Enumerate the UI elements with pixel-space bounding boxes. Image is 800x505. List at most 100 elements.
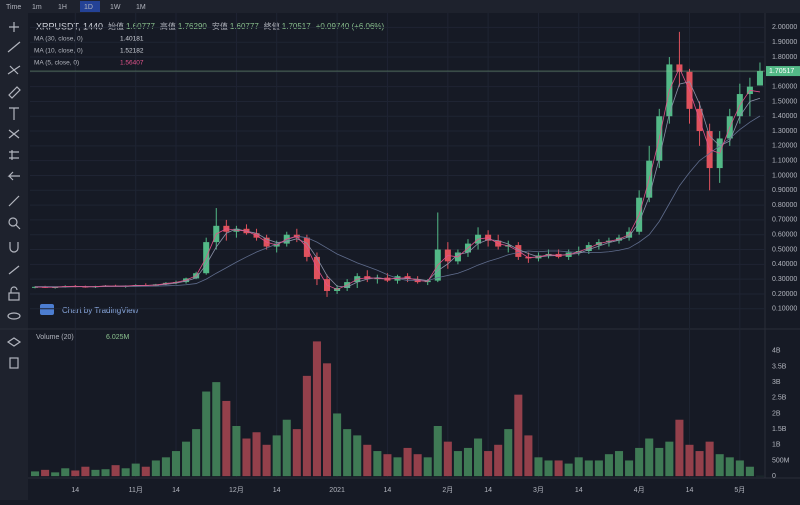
volume-bar (293, 429, 301, 476)
ohlc-label: 始值 (108, 21, 124, 31)
volume-bar (71, 470, 79, 476)
volume-bar (222, 401, 230, 476)
volume-bar (534, 457, 542, 476)
ma-legend: MA (30, close, 0) (34, 36, 83, 43)
volume-bar (595, 460, 603, 476)
volume-bar (615, 451, 623, 476)
candle-body (757, 71, 763, 85)
y-tick-label: 1.60000 (772, 83, 797, 90)
ma-legend-value: 1.56407 (120, 60, 144, 67)
volume-bar (343, 429, 351, 476)
volume-bar (514, 395, 522, 476)
volume-bar (383, 454, 391, 476)
x-tick-label: 2021 (329, 487, 345, 494)
interval-button[interactable]: Time (6, 4, 21, 11)
volume-bar (202, 392, 210, 477)
volume-bar (524, 435, 532, 476)
y-tick-label: 1.30000 (772, 128, 797, 135)
volume-bar (716, 454, 724, 476)
volume-bar (242, 439, 250, 477)
volume-bar (494, 445, 502, 476)
volume-bar (192, 429, 200, 476)
y-tick-label: 2.5B (772, 395, 787, 402)
volume-bar (454, 451, 462, 476)
volume-bar (112, 465, 120, 476)
x-tick-label: 2月 (442, 486, 453, 494)
y-tick-label: 0 (772, 473, 776, 480)
interval-button[interactable]: 1m (32, 4, 42, 11)
volume-bar (273, 435, 281, 476)
y-tick-label: 1.00000 (772, 172, 797, 179)
volume-bar (283, 420, 291, 476)
y-tick-label: 2.00000 (772, 24, 797, 31)
volume-last: 6.025M (106, 334, 130, 341)
y-tick-label: 0.30000 (772, 276, 797, 283)
interval-button[interactable]: 1D (84, 4, 93, 11)
volume-bar (333, 413, 341, 476)
ohlc-label: 安值 (212, 21, 228, 31)
y-tick-label: 1.80000 (772, 54, 797, 61)
volume-bar (555, 460, 563, 476)
volume-bar (101, 469, 109, 476)
volume-bar (665, 442, 673, 476)
volume-bar (404, 448, 412, 476)
y-tick-label: 1.50000 (772, 98, 797, 105)
ohlc-value: 1.60777 (230, 22, 259, 31)
y-tick-label: 0.60000 (772, 232, 797, 239)
last-price-label: 1.70517 (769, 68, 794, 75)
volume-bar (655, 448, 663, 476)
volume-bar (675, 420, 683, 476)
y-tick-label: 3B (772, 379, 781, 386)
ma-legend-value: 1.52182 (120, 48, 144, 55)
volume-bar (323, 363, 331, 476)
volume-bar (575, 457, 583, 476)
y-tick-label: 2B (772, 410, 781, 417)
interval-button[interactable]: 1H (58, 4, 67, 11)
volume-bar (122, 468, 130, 476)
volume-bar (142, 467, 150, 476)
volume-bar (685, 445, 693, 476)
volume-bar (162, 457, 170, 476)
volume-bar (31, 471, 39, 476)
volume-bar (81, 467, 89, 476)
x-tick-label: 12月 (229, 486, 244, 494)
y-tick-label: 1.20000 (772, 143, 797, 150)
y-tick-label: 1.10000 (772, 158, 797, 165)
volume-bar (152, 460, 160, 476)
volume-bar (605, 454, 613, 476)
ma-legend: MA (5, close, 0) (34, 60, 79, 67)
volume-bar (464, 448, 472, 476)
x-tick-label: 14 (575, 487, 583, 494)
watermark-text: Chart by TradingView (62, 306, 139, 315)
x-tick-label: 14 (71, 487, 79, 494)
x-tick-label: 14 (172, 487, 180, 494)
ohlc-value: 1.60777 (126, 22, 155, 31)
volume-bar (363, 445, 371, 476)
volume-bar (474, 439, 482, 477)
volume-bar (414, 454, 422, 476)
ohlc-value: 1.70517 (282, 22, 311, 31)
volume-bar (706, 442, 714, 476)
volume-bar (303, 376, 311, 476)
ma-legend-value: 1.40181 (120, 36, 144, 43)
x-tick-label: 4月 (634, 486, 645, 494)
volume-bar (504, 429, 512, 476)
volume-bar (545, 460, 553, 476)
ohlc-label: 終値 (264, 21, 280, 31)
y-tick-label: 1.5B (772, 426, 787, 433)
volume-bar (696, 451, 704, 476)
y-tick-label: 1B (772, 442, 781, 449)
y-tick-label: 1.40000 (772, 113, 797, 120)
volume-bar (51, 472, 59, 476)
volume-bar (373, 451, 381, 476)
ohlc-value: 1.76290 (178, 22, 207, 31)
volume-bar (444, 442, 452, 476)
x-tick-label: 5月 (734, 486, 745, 494)
volume-bar (726, 457, 734, 476)
volume-bar (434, 426, 442, 476)
interval-button[interactable]: 1W (110, 4, 121, 11)
interval-button[interactable]: 1M (136, 4, 146, 11)
y-tick-label: 0.20000 (772, 291, 797, 298)
volume-bar (736, 460, 744, 476)
